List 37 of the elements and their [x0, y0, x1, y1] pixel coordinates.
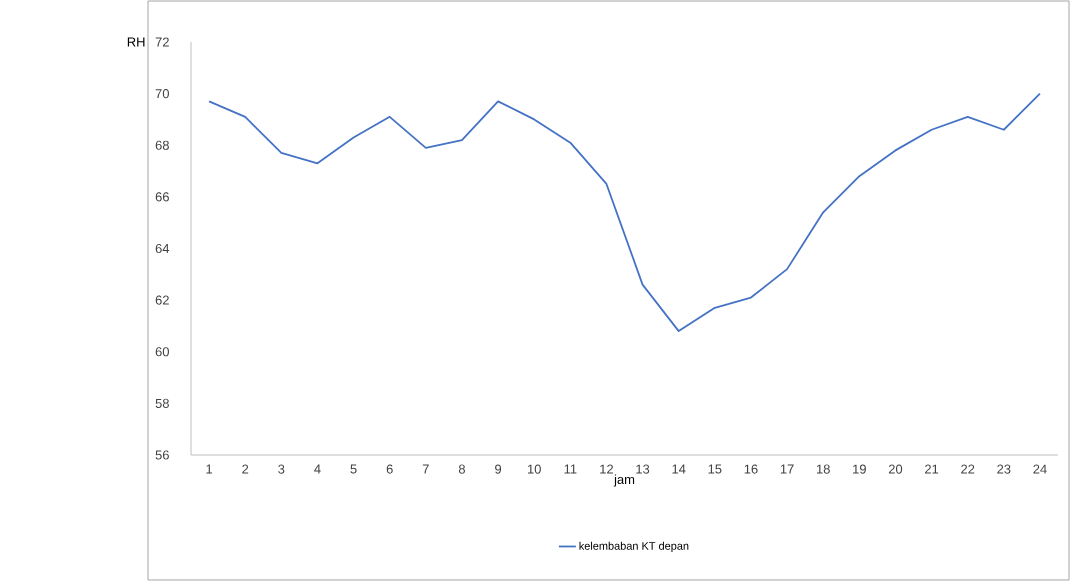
- x-tick-label: 11: [564, 464, 577, 474]
- x-tick-label: 3: [278, 464, 285, 474]
- x-tick-label: 1: [206, 464, 213, 474]
- x-tick-label: 2: [242, 464, 249, 474]
- x-tick-label: 21: [925, 464, 939, 474]
- x-tick-label: 17: [780, 464, 794, 474]
- x-tick-label: 24: [1033, 464, 1047, 474]
- y-tick-label: 62: [155, 295, 169, 305]
- x-tick-label: 10: [527, 464, 541, 474]
- y-tick-label: 60: [155, 347, 169, 357]
- x-tick-label: 13: [636, 464, 650, 474]
- y-tick-label: 70: [155, 89, 169, 99]
- y-tick-label: 68: [155, 140, 169, 150]
- legend-label: kelembaban KT depan: [579, 541, 689, 552]
- x-tick-label: 6: [386, 464, 393, 474]
- x-tick-label: 18: [816, 464, 830, 474]
- x-tick-label: 20: [888, 464, 903, 474]
- y-tick-label: 72: [155, 37, 169, 47]
- x-tick-label: 7: [422, 464, 429, 474]
- y-tick-label: 56: [155, 450, 169, 460]
- x-tick-label: 16: [744, 464, 758, 474]
- x-tick-label: 14: [672, 464, 686, 474]
- x-axis-title: jam: [613, 474, 635, 487]
- y-tick-label: 64: [155, 243, 170, 254]
- x-tick-label: 8: [458, 464, 465, 474]
- x-tick-label: 19: [853, 464, 866, 474]
- x-tick-label: 12: [600, 464, 613, 474]
- x-tick-label: 15: [708, 464, 722, 474]
- x-tick-label: 23: [997, 464, 1011, 474]
- x-tick-label: 4: [314, 464, 321, 474]
- x-tick-label: 5: [350, 464, 357, 474]
- y-tick-label: 58: [155, 398, 169, 408]
- y-axis-title: RH: [127, 37, 145, 47]
- x-tick-label: 9: [495, 464, 502, 474]
- x-tick-label: 22: [961, 464, 975, 474]
- y-tick-label: 66: [155, 192, 169, 202]
- line-series: [208, 92, 1041, 332]
